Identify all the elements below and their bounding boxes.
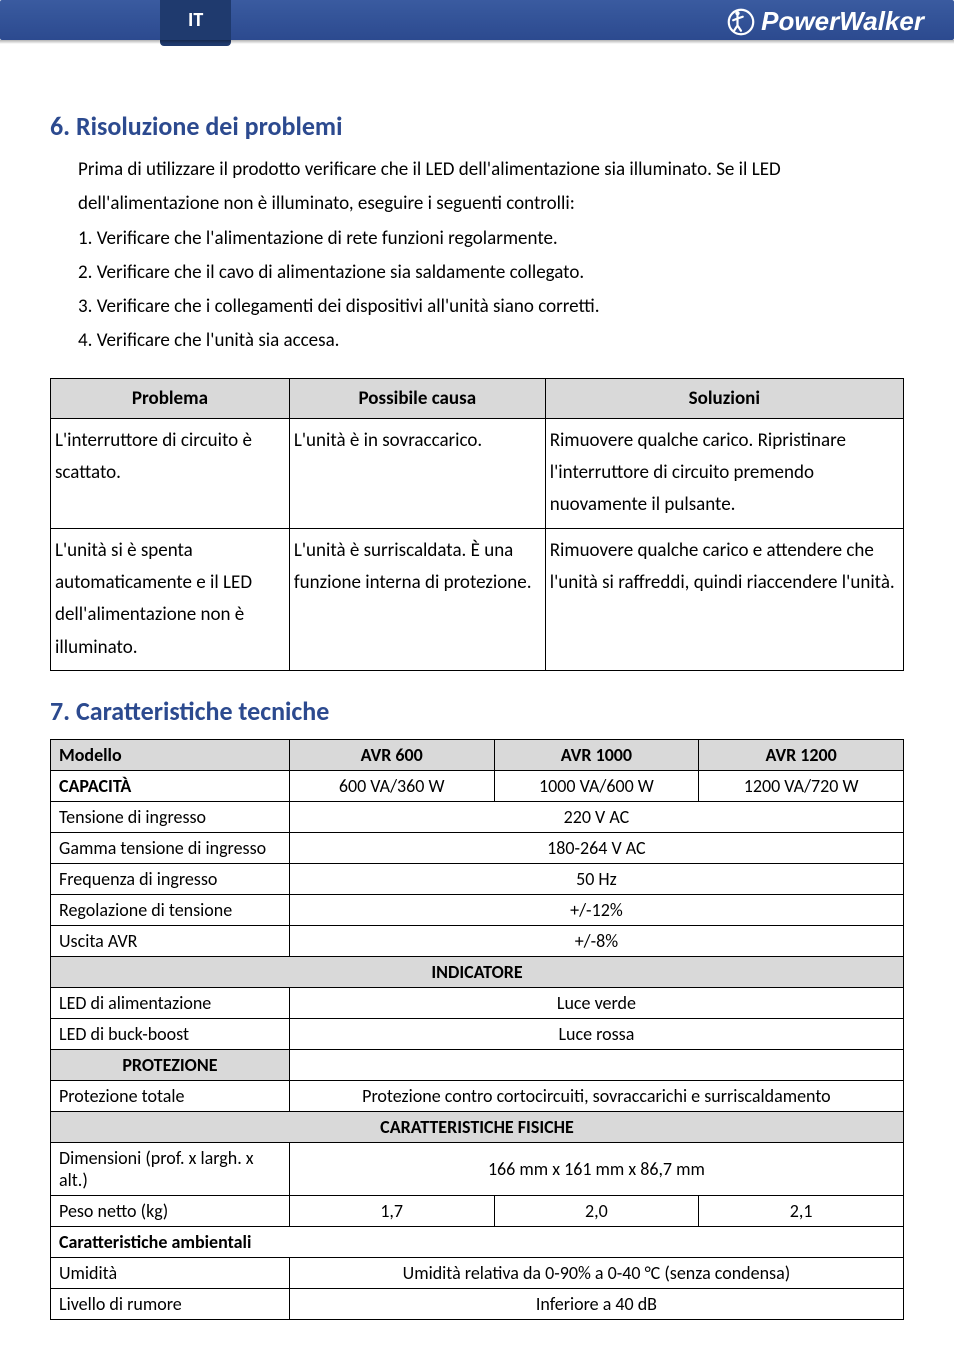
physical-header: CARATTERISTICHE FISICHE (51, 1111, 904, 1142)
label-input-freq: Frequenza di ingresso (51, 863, 290, 894)
cell-soluzioni: Rimuovere qualche carico e attendere che… (545, 528, 903, 670)
section6-title: 6. Risoluzione dei problemi (50, 110, 904, 142)
protection-empty (289, 1049, 903, 1080)
cell-problema: L'unità si è spenta automaticamente e il… (51, 528, 290, 670)
check-1: 1. Verificare che l'alimentazione di ret… (78, 223, 904, 255)
brand-logo-text: PowerWalker (727, 6, 924, 37)
cell-causa: L'unità è in sovraccarico. (289, 418, 545, 528)
capacity-3: 1200 VA/720 W (699, 770, 904, 801)
label-total-prot: Protezione totale (51, 1080, 290, 1111)
brand-walker-icon (727, 8, 755, 36)
specs-row-dims: Dimensioni (prof. x largh. x alt.) 166 m… (51, 1142, 904, 1195)
specs-row-total-prot: Protezione totale Protezione contro cort… (51, 1080, 904, 1111)
capacity-1: 600 VA/360 W (289, 770, 494, 801)
specs-row-led-buck: LED di buck-boost Luce rossa (51, 1018, 904, 1049)
troubleshoot-table: Problema Possibile causa Soluzioni L'int… (50, 378, 904, 671)
label-capacita: CAPACITÀ (51, 770, 290, 801)
specs-row-avr-out: Uscita AVR +/-8% (51, 925, 904, 956)
val-input-voltage: 220 V AC (289, 801, 903, 832)
specs-row-indicator-header: INDICATORE (51, 956, 904, 987)
weight-2: 2,0 (494, 1195, 699, 1226)
label-led-power: LED di alimentazione (51, 987, 290, 1018)
label-led-buck: LED di buck-boost (51, 1018, 290, 1049)
check-2: 2. Verificare che il cavo di alimentazio… (78, 257, 904, 289)
table-row: L'interruttore di circuito è scattato. L… (51, 418, 904, 528)
val-humidity: Umidità relativa da 0-90% a 0-40 °C (sen… (289, 1257, 903, 1288)
model-2: AVR 1000 (494, 739, 699, 770)
intro-line2: dell'alimentazione non è illuminato, ese… (78, 188, 904, 220)
val-avr-out: +/-8% (289, 925, 903, 956)
th-problema: Problema (51, 378, 290, 418)
label-dims: Dimensioni (prof. x largh. x alt.) (51, 1142, 290, 1195)
label-modello: Modello (51, 739, 290, 770)
label-avr-out: Uscita AVR (51, 925, 290, 956)
specs-row-env-header: Caratteristiche ambientali (51, 1226, 904, 1257)
specs-row-weight: Peso netto (kg) 1,7 2,0 2,1 (51, 1195, 904, 1226)
val-led-power: Luce verde (289, 987, 903, 1018)
model-1: AVR 600 (289, 739, 494, 770)
table-row: L'unità si è spenta automaticamente e il… (51, 528, 904, 670)
specs-row-physical-header: CARATTERISTICHE FISICHE (51, 1111, 904, 1142)
specs-row-noise: Livello di rumore Inferiore a 40 dB (51, 1288, 904, 1319)
val-noise: Inferiore a 40 dB (289, 1288, 903, 1319)
section7-title: 7. Caratteristiche tecniche (50, 695, 904, 727)
cell-problema: L'interruttore di circuito è scattato. (51, 418, 290, 528)
label-noise: Livello di rumore (51, 1288, 290, 1319)
header-bar: IT PowerWalker (0, 0, 954, 50)
header-blue-stripe: IT PowerWalker (0, 0, 954, 40)
th-causa: Possibile causa (289, 378, 545, 418)
cell-soluzioni: Rimuovere qualche carico. Ripristinare l… (545, 418, 903, 528)
protection-header: PROTEZIONE (51, 1049, 290, 1080)
label-weight: Peso netto (kg) (51, 1195, 290, 1226)
weight-1: 1,7 (289, 1195, 494, 1226)
brand-text: PowerWalker (761, 6, 924, 37)
specs-row-input-freq: Frequenza di ingresso 50 Hz (51, 863, 904, 894)
specs-row-capacity: CAPACITÀ 600 VA/360 W 1000 VA/600 W 1200… (51, 770, 904, 801)
label-volt-reg: Regolazione di tensione (51, 894, 290, 925)
page-content: 6. Risoluzione dei problemi Prima di uti… (0, 110, 954, 1320)
language-tag: IT (160, 0, 231, 46)
val-input-range: 180-264 V AC (289, 832, 903, 863)
label-input-range: Gamma tensione di ingresso (51, 832, 290, 863)
capacity-2: 1000 VA/600 W (494, 770, 699, 801)
th-soluzioni: Soluzioni (545, 378, 903, 418)
specs-row-humidity: Umidità Umidità relativa da 0-90% a 0-40… (51, 1257, 904, 1288)
model-3: AVR 1200 (699, 739, 904, 770)
val-dims: 166 mm x 161 mm x 86,7 mm (289, 1142, 903, 1195)
specs-row-protection-header: PROTEZIONE (51, 1049, 904, 1080)
specs-row-input-voltage: Tensione di ingresso 220 V AC (51, 801, 904, 832)
specs-table: Modello AVR 600 AVR 1000 AVR 1200 CAPACI… (50, 739, 904, 1320)
check-list: 1. Verificare che l'alimentazione di ret… (78, 223, 904, 358)
specs-row-input-range: Gamma tensione di ingresso 180-264 V AC (51, 832, 904, 863)
indicator-header: INDICATORE (51, 956, 904, 987)
val-input-freq: 50 Hz (289, 863, 903, 894)
val-total-prot: Protezione contro cortocircuiti, sovracc… (289, 1080, 903, 1111)
weight-3: 2,1 (699, 1195, 904, 1226)
section6-intro: Prima di utilizzare il prodotto verifica… (78, 154, 904, 358)
cell-causa: L'unità è surriscaldata. È una funzione … (289, 528, 545, 670)
check-3: 3. Verificare che i collegamenti dei dis… (78, 291, 904, 323)
env-header: Caratteristiche ambientali (51, 1226, 904, 1257)
label-humidity: Umidità (51, 1257, 290, 1288)
specs-row-model: Modello AVR 600 AVR 1000 AVR 1200 (51, 739, 904, 770)
specs-row-led-power: LED di alimentazione Luce verde (51, 987, 904, 1018)
check-4: 4. Verificare che l'unità sia accesa. (78, 325, 904, 357)
val-volt-reg: +/-12% (289, 894, 903, 925)
val-led-buck: Luce rossa (289, 1018, 903, 1049)
intro-line1: Prima di utilizzare il prodotto verifica… (78, 154, 904, 186)
label-input-voltage: Tensione di ingresso (51, 801, 290, 832)
specs-row-volt-reg: Regolazione di tensione +/-12% (51, 894, 904, 925)
table-header-row: Problema Possibile causa Soluzioni (51, 378, 904, 418)
